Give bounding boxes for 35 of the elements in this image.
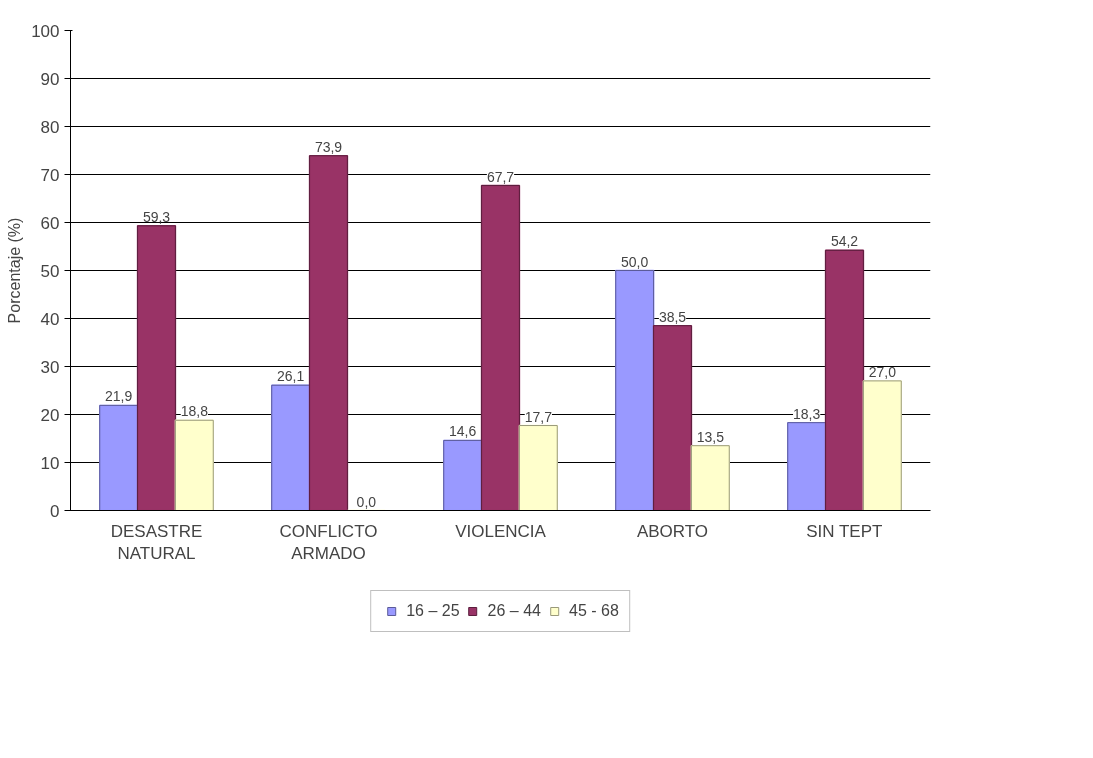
- y-tick-label: 10: [40, 453, 60, 473]
- y-tick-label: 20: [40, 405, 60, 425]
- data-label: 59,3: [142, 208, 171, 225]
- y-tick-label: 0: [50, 501, 60, 521]
- data-label: 0,0: [356, 493, 377, 510]
- data-label: 14,6: [449, 423, 477, 440]
- data-label: 21,9: [105, 388, 133, 405]
- y-tick-label: 50: [40, 261, 60, 281]
- data-label: 26,1: [277, 368, 305, 385]
- x-tick-label: CONFLICTO ARMADO: [279, 521, 378, 564]
- legend-label: 45 - 68: [568, 602, 619, 620]
- x-tick-label: ABORTO: [636, 521, 709, 541]
- x-tick-label: DESASTRE NATURAL: [110, 521, 203, 564]
- y-tick-label: 40: [40, 309, 60, 329]
- y-tick-label: 30: [40, 357, 60, 377]
- legend-label: 16 – 25: [406, 602, 460, 620]
- y-tick-label: 80: [40, 117, 60, 137]
- legend-label: 26 – 44: [487, 602, 541, 620]
- data-label: 38,5: [658, 308, 687, 325]
- y-tick-label: 90: [40, 69, 60, 89]
- data-label: 18,8: [180, 403, 209, 420]
- y-tick-label: 70: [40, 165, 60, 185]
- y-tick-label: 100: [31, 21, 60, 41]
- x-tick-label: SIN TEPT: [806, 521, 883, 541]
- data-label: 27,0: [868, 363, 897, 380]
- data-label: 13,5: [696, 428, 725, 445]
- data-label: 50,0: [621, 253, 649, 270]
- data-label: 17,7: [524, 408, 553, 425]
- data-label: 18,3: [793, 405, 821, 422]
- y-axis-title: Porcentaje (%): [6, 217, 24, 324]
- data-label: 73,9: [314, 138, 343, 155]
- x-tick-label: VIOLENCIA: [455, 521, 547, 541]
- data-label: 54,2: [830, 233, 859, 250]
- data-label: 67,7: [486, 168, 515, 185]
- y-tick-label: 60: [40, 213, 60, 233]
